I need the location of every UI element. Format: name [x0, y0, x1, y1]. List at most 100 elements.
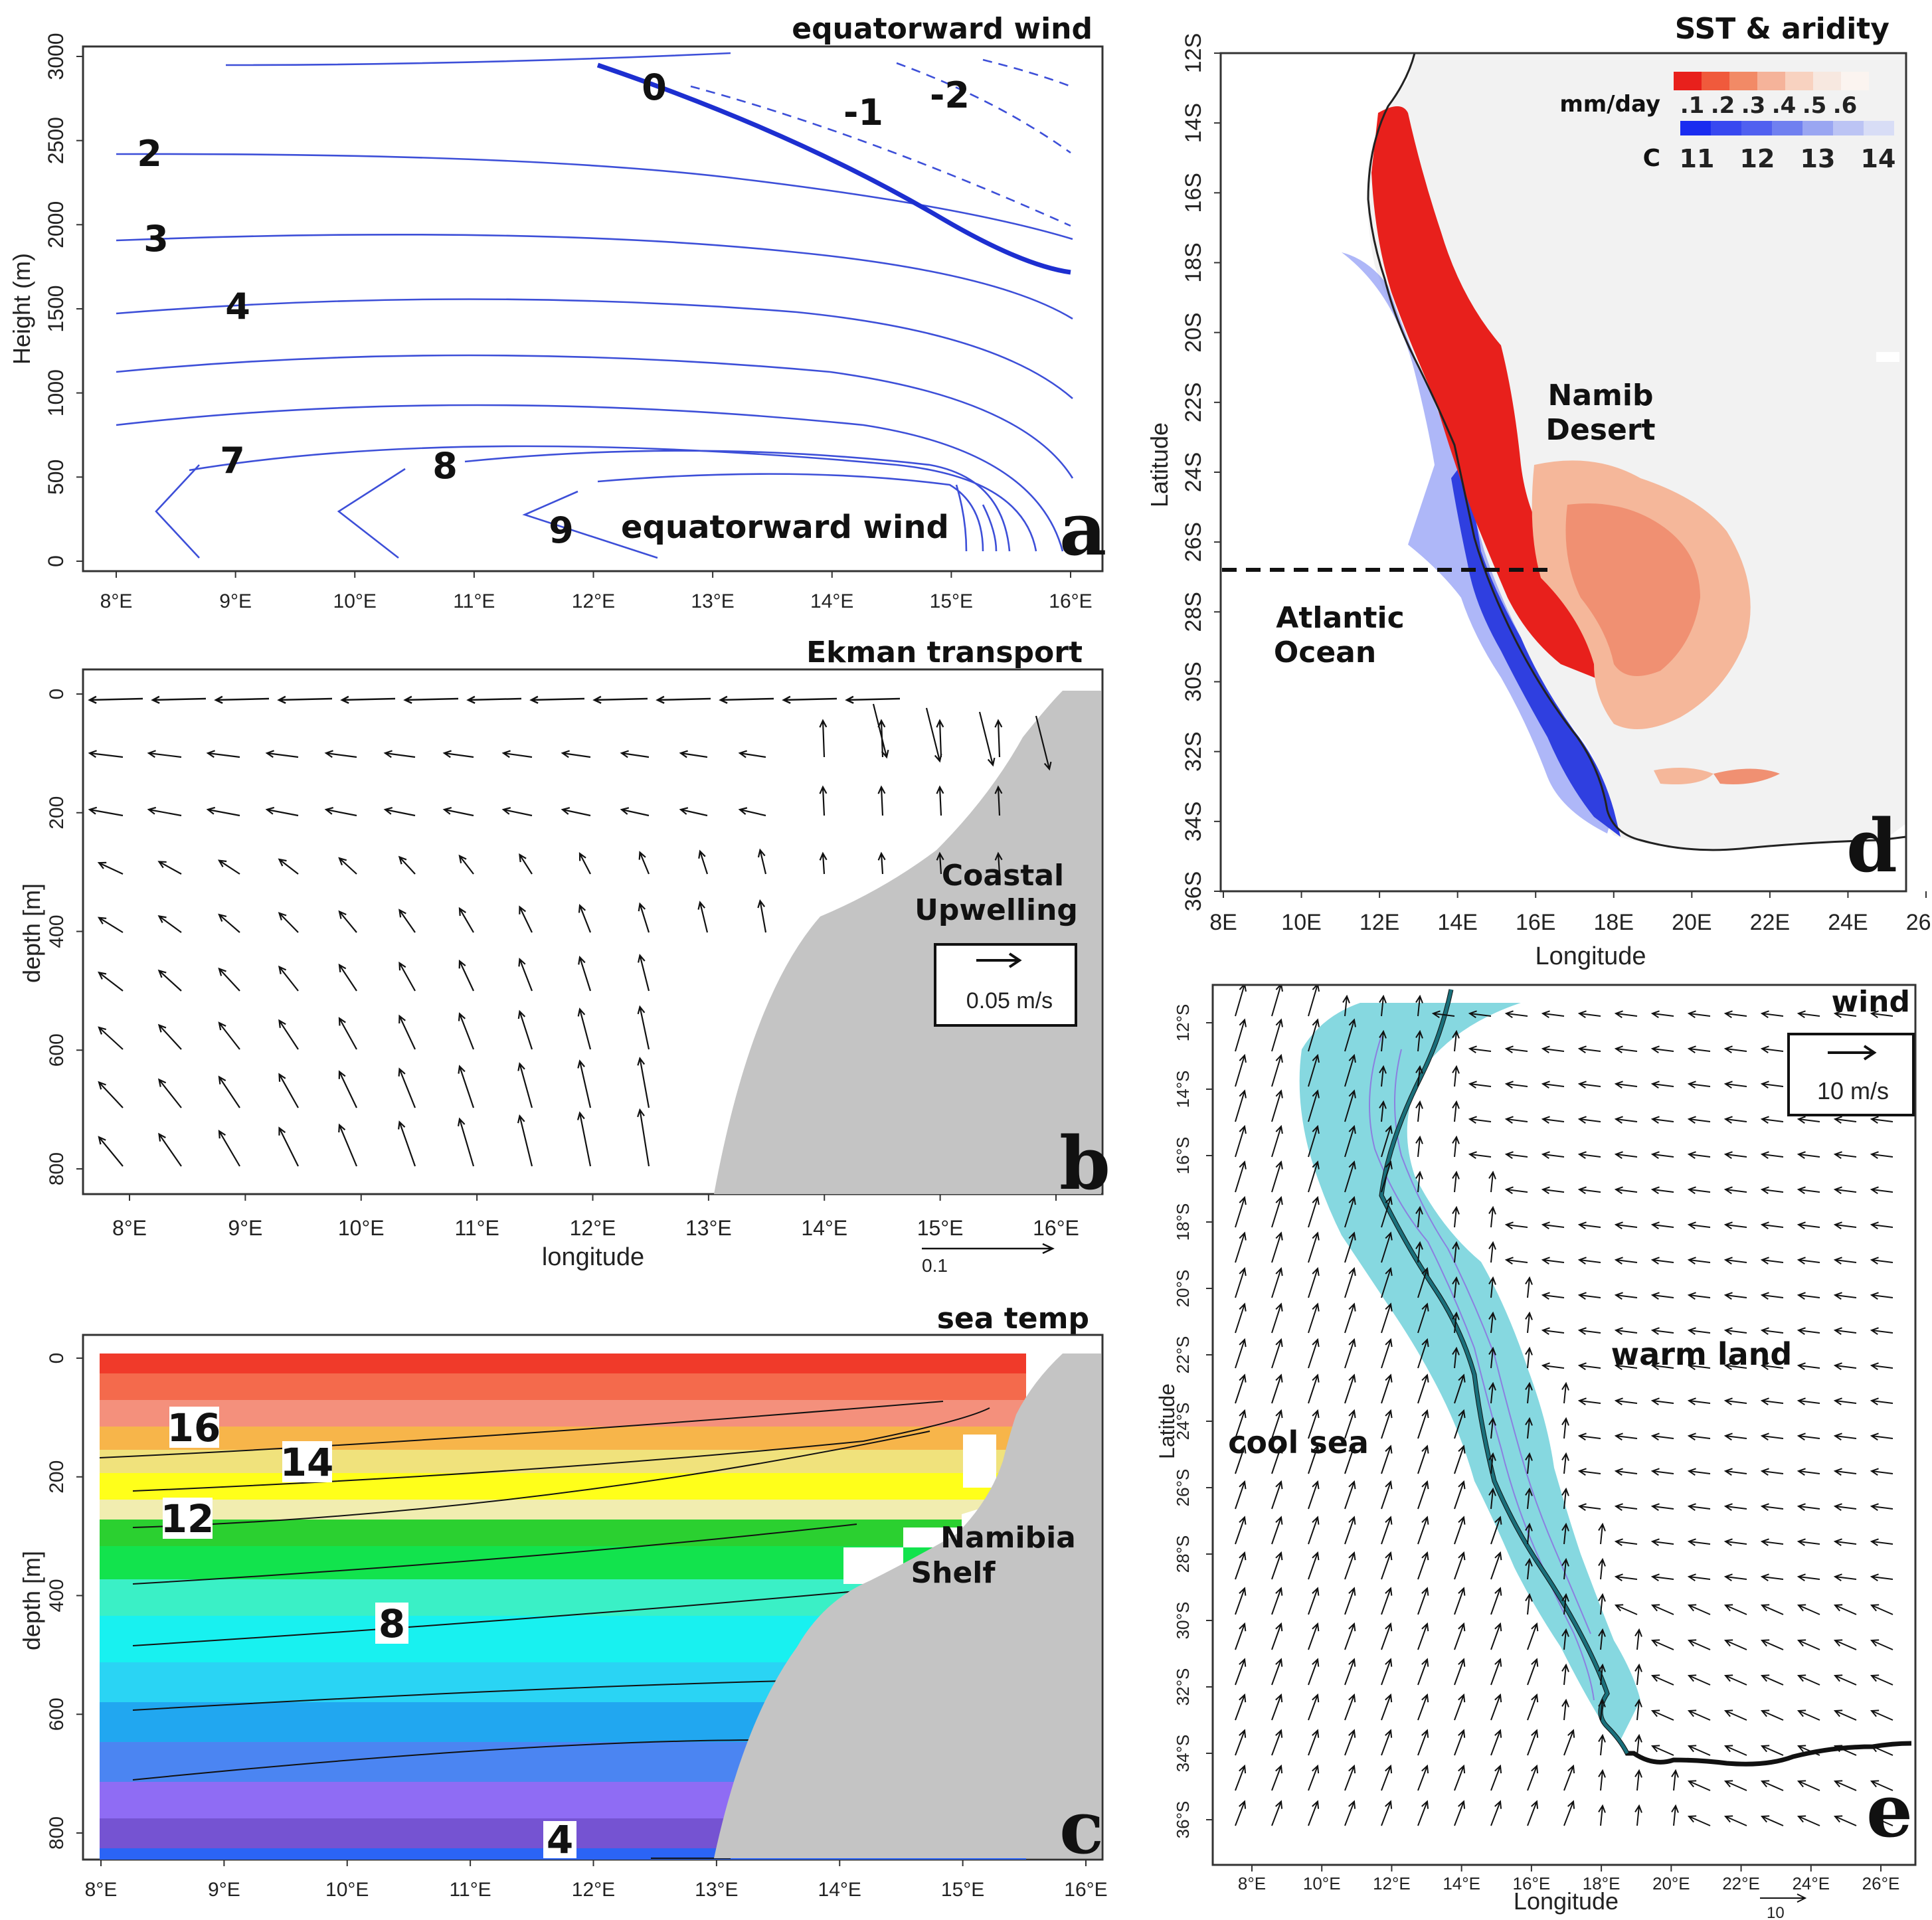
panel-b-ylabel: depth [m] [18, 883, 45, 983]
panel-b-scale-arrow [922, 1243, 1055, 1255]
sst-tick-label: 13 [1800, 144, 1836, 173]
vector-arrow [1308, 1338, 1320, 1369]
vector-arrow [1797, 1745, 1820, 1756]
vector-arrow [1870, 1433, 1893, 1441]
vector-arrow [1687, 1604, 1711, 1615]
vector-arrow [1577, 1257, 1601, 1265]
vector-arrow [1797, 1639, 1820, 1650]
label-contour-8: 8 [432, 445, 458, 487]
vector-arrow [1490, 1693, 1502, 1721]
vector-arrow [1797, 1362, 1820, 1371]
vector-arrow [1870, 1538, 1893, 1547]
vector-arrow [1833, 1573, 1857, 1582]
vector-arrow [1561, 1698, 1569, 1721]
vector-arrow [1344, 1409, 1356, 1439]
y-tick-label: 1500 [44, 285, 68, 332]
x-tick-label: 10°E [333, 590, 377, 612]
vector-arrow [1271, 1444, 1283, 1474]
aridity-tick-label: .5 [1802, 92, 1827, 119]
x-tick-label: 8°E [1238, 1874, 1266, 1893]
vector-arrow [1344, 1338, 1356, 1369]
vector-arrow [1488, 1452, 1496, 1474]
vector-arrow [1235, 1409, 1247, 1439]
vector-arrow [1870, 1221, 1893, 1230]
vector-arrow [1833, 1780, 1857, 1791]
vector-arrow [1723, 1745, 1747, 1756]
vector-arrow [88, 750, 124, 758]
vector-arrow [1541, 1186, 1565, 1195]
vector-arrow [1488, 1276, 1496, 1298]
vector-arrow [97, 916, 124, 933]
vector-arrow [1723, 1151, 1747, 1160]
vector-arrow [1308, 1266, 1320, 1298]
vector-arrow [1833, 1116, 1857, 1124]
vector-arrow [501, 750, 533, 758]
vector-arrow [1723, 1081, 1747, 1089]
vector-arrow [1833, 1468, 1857, 1476]
panel-e-map [1235, 985, 1912, 1826]
vector-arrow [1797, 1221, 1820, 1230]
panel-d-legend: .1.2.3.4.5.6 11 12 13 14 mm/day C [1559, 72, 1895, 173]
vector-arrow [1271, 1800, 1283, 1826]
vector-arrow [1797, 1815, 1820, 1826]
vector-arrow [1833, 1815, 1857, 1826]
panel-a-contours [116, 52, 1074, 559]
vector-arrow [1577, 1221, 1601, 1230]
vector-arrow [1527, 1764, 1539, 1791]
vector-arrow [1577, 1081, 1601, 1089]
vector-arrow [638, 851, 650, 875]
panel-e-scale-value: 10 [1767, 1904, 1785, 1920]
vector-arrow [1760, 1081, 1784, 1089]
vector-arrow [1452, 1241, 1460, 1263]
aridity-bin [1757, 72, 1785, 90]
aridity-tick-label: .4 [1772, 92, 1797, 119]
panel-e-legend-box [1787, 1033, 1915, 1116]
vector-arrow [637, 1108, 650, 1167]
vector-arrow [1381, 1658, 1393, 1686]
x-tick-label: 9°E [208, 1879, 240, 1901]
vector-arrow [1797, 1010, 1820, 1019]
vector-arrow [277, 695, 333, 704]
vector-arrow [1504, 1257, 1528, 1265]
vector-arrow [1271, 1480, 1283, 1510]
panel-c: sea temp [18, 1302, 1108, 1901]
vector-arrow [1417, 1764, 1429, 1791]
vector-arrow [1308, 1053, 1320, 1087]
x-tick-label: 9°E [219, 590, 252, 612]
y-tick-label: 800 [46, 1816, 68, 1850]
panel-b-legend-value: 0.05 m/s [966, 988, 1053, 1013]
vector-arrow [1760, 1604, 1784, 1615]
vector-arrow [1760, 1433, 1784, 1441]
vector-arrow [1454, 1516, 1466, 1545]
sst-bin [1833, 121, 1864, 135]
vector-arrow [1687, 1010, 1711, 1019]
vector-arrow [1577, 1151, 1601, 1160]
vector-arrow [1614, 1503, 1638, 1512]
vector-arrow [1650, 1573, 1674, 1582]
vector-arrow [398, 909, 416, 933]
vector-arrow [1650, 1639, 1674, 1650]
vector-arrow [1541, 1116, 1565, 1124]
vector-arrow [1634, 1663, 1642, 1686]
vector-arrow [1541, 1292, 1565, 1300]
vector-arrow [1650, 1709, 1674, 1721]
vector-arrow [1271, 1231, 1283, 1263]
panel-e-legend-value: 10 m/s [1817, 1077, 1889, 1104]
vector-arrow [1308, 1231, 1320, 1263]
vector-arrow [1723, 1815, 1747, 1826]
vector-arrow [1415, 1100, 1423, 1122]
vector-arrow [1687, 1362, 1711, 1371]
vector-arrow [719, 695, 774, 704]
vector-arrow [679, 750, 708, 758]
vector-arrow [214, 695, 270, 704]
vector-arrow [1614, 1081, 1638, 1089]
vector-arrow [1833, 1010, 1857, 1019]
vector-arrow [994, 785, 1003, 816]
panel-d-coastline [1367, 53, 1906, 851]
aridity-bin [1702, 72, 1729, 90]
vector-arrow [1271, 1764, 1283, 1791]
x-tick-label: 26E [1906, 910, 1932, 935]
vector-arrow [872, 703, 889, 759]
contour-minus2 [896, 62, 1071, 154]
vector-arrow [1308, 1551, 1320, 1580]
